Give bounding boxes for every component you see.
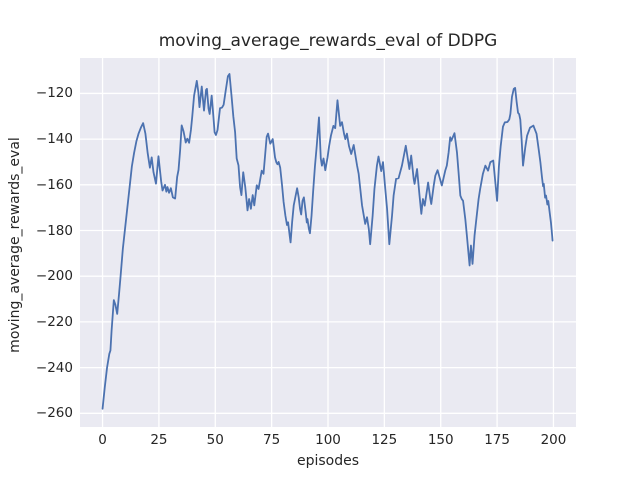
x-tick-label: 25 <box>150 432 168 448</box>
y-tick-label: −120 <box>35 85 73 102</box>
y-axis-label: moving_average_rewards_eval <box>7 137 23 353</box>
y-tick-label: −160 <box>35 176 73 193</box>
x-axis-label: episodes <box>296 453 360 469</box>
x-tick-label: 75 <box>263 432 281 448</box>
y-tick-label: −220 <box>35 313 73 330</box>
y-tick-label: −140 <box>35 131 73 148</box>
x-tick-label: 50 <box>206 432 224 448</box>
x-tick-label: 200 <box>540 432 567 448</box>
plot-area <box>80 58 576 427</box>
y-tick-label: −240 <box>35 359 73 376</box>
chart-title: moving_average_rewards_eval of DDPG <box>158 31 498 51</box>
x-tick-label: 150 <box>427 432 454 448</box>
x-tick-label: 0 <box>98 432 107 448</box>
x-tick-label: 100 <box>315 432 341 448</box>
y-tick-label: −180 <box>35 222 73 239</box>
x-tick-label: 125 <box>371 432 398 448</box>
y-tick-label: −260 <box>35 405 73 422</box>
chart-canvas <box>80 58 576 427</box>
series-line <box>101 73 554 410</box>
x-tick-label: 175 <box>484 432 510 448</box>
y-tick-label: −200 <box>35 268 73 285</box>
